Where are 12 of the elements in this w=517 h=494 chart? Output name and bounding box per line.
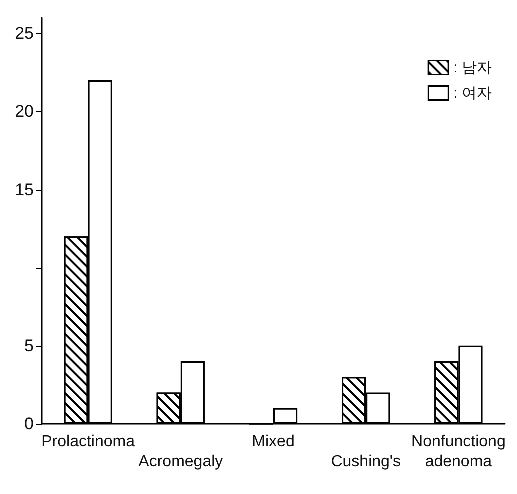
x-tick-label: Acromegaly (138, 454, 224, 470)
y-tick-label: 5 (24, 336, 34, 356)
y-tick-label: 15 (15, 180, 34, 200)
y-tick-label: 0 (24, 414, 34, 434)
x-tick-label: Prolactinoma (42, 434, 136, 450)
legend-label: : 여자 (454, 84, 492, 102)
legend-label: : 남자 (454, 59, 492, 76)
y-tick-label: 25 (15, 24, 34, 44)
x-tick-label: Mixed (252, 434, 295, 450)
x-tick-label: Cushing's (331, 454, 401, 470)
y-tick-label: 20 (15, 102, 34, 122)
x-tick-label: Nonfunctiong adenoma (412, 434, 506, 470)
